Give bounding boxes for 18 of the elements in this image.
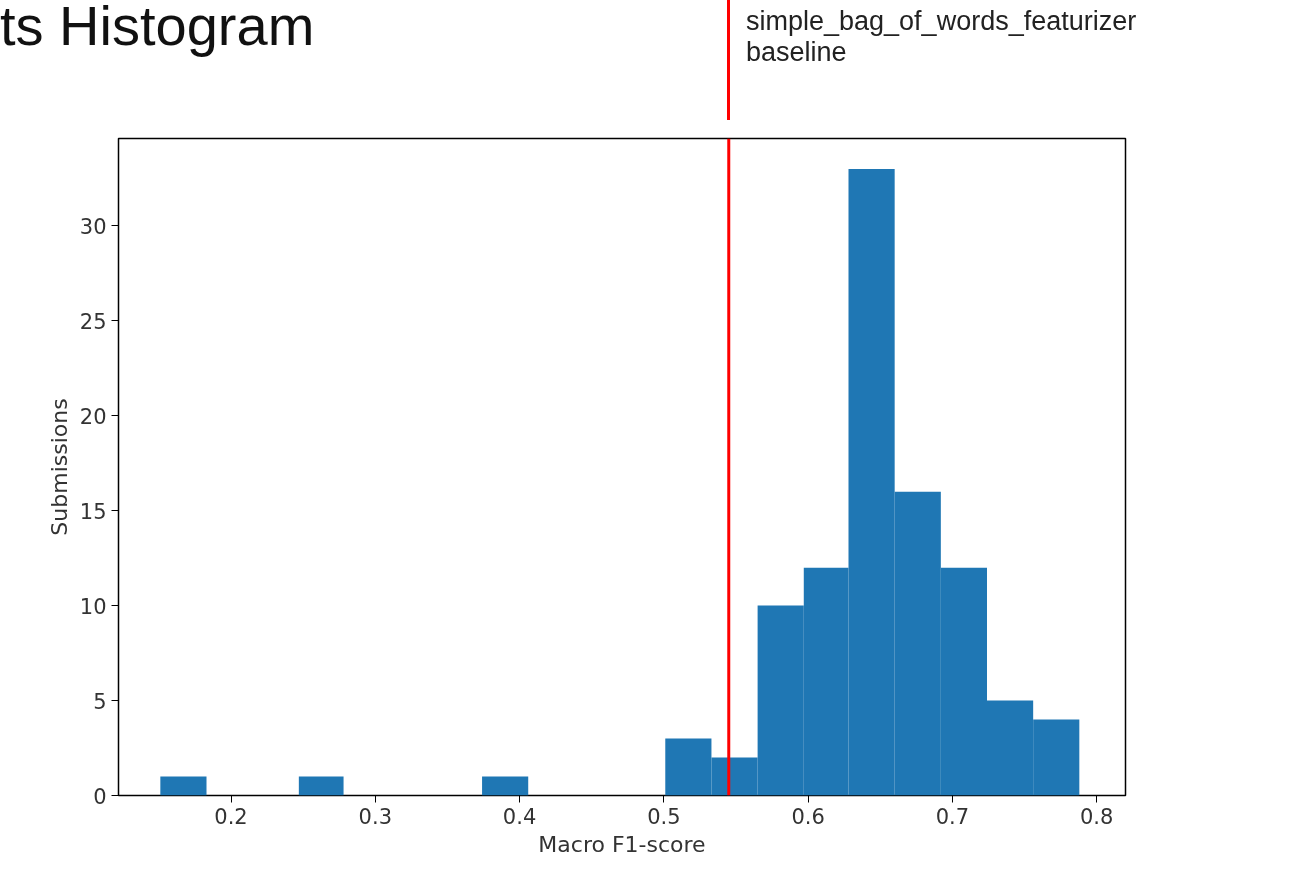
x-tick-label: 0.2 — [214, 804, 248, 829]
x-tick-label: 0.6 — [791, 804, 825, 829]
y-axis-title: Submissions — [46, 398, 72, 536]
x-tick-label: 0.3 — [358, 804, 393, 829]
y-tick-label: 15 — [79, 499, 107, 524]
y-tick-label: 10 — [79, 594, 107, 619]
x-tick-label: 0.4 — [502, 804, 537, 829]
y-tick-label: 5 — [93, 689, 107, 714]
x-tick-label: 0.5 — [647, 804, 681, 829]
y-tick-label: 30 — [79, 214, 107, 239]
chart-title: ts Histogram — [0, 0, 315, 59]
x-tick-label: 0.7 — [935, 804, 970, 829]
y-tick-label: 20 — [79, 404, 107, 429]
y-tick-label: 0 — [93, 784, 107, 809]
ref-line-label: simple_bag_of_words_featurizer baseline — [746, 6, 1137, 69]
x-axis-title: Macro F1-score — [538, 831, 706, 857]
y-tick-label: 25 — [79, 309, 107, 334]
x-tick-label: 0.8 — [1079, 804, 1114, 829]
